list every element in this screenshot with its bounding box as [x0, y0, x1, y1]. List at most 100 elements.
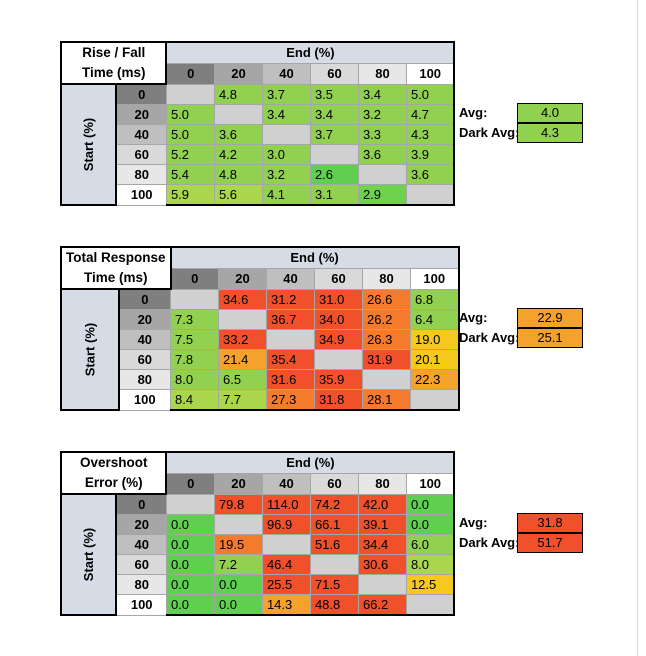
- column-header: 40: [261, 62, 311, 85]
- heatmap-cell: 3.3: [357, 124, 407, 145]
- end-axis-label: End (%): [169, 245, 460, 269]
- start-axis-text: Start (%): [82, 322, 98, 377]
- row-header: 0: [118, 288, 172, 310]
- column-header: 0: [170, 267, 220, 290]
- heatmap-cell: 5.0: [405, 83, 456, 105]
- heatmap-cell: 96.9: [261, 514, 311, 535]
- heatmap-cell: 3.4: [357, 83, 407, 105]
- heatmap-cell: 0.0: [165, 554, 215, 575]
- heatmap-cell-empty: [261, 124, 311, 145]
- heatmap-cell: 48.8: [309, 594, 359, 616]
- heatmap-cell: 51.6: [309, 534, 359, 555]
- table-row: 100 8.4 7.7 27.3 31.8 28.1: [61, 389, 460, 411]
- heatmap-cell: 5.6: [213, 184, 263, 206]
- table-row: 80 5.4 4.8 3.2 2.6 3.6: [61, 164, 456, 185]
- heatmap-cell: 31.9: [362, 349, 412, 370]
- row-header: 0: [115, 493, 167, 515]
- heatmap-cell-empty: [218, 309, 268, 330]
- table-row: Start (%) 0 34.6 31.2 31.0 26.6 6.8: [60, 288, 460, 411]
- table-row: 60 5.2 4.2 3.0 3.6 3.9: [61, 144, 456, 165]
- heatmap-cell: 22.3: [410, 369, 460, 390]
- heatmap-cell: 2.9: [357, 184, 407, 206]
- heatmap-cell: 0.0: [165, 594, 215, 616]
- heatmap-cell: 34.9: [314, 329, 364, 350]
- heatmap-cell: 6.0: [405, 534, 456, 555]
- heatmap-cell: 5.4: [165, 164, 215, 185]
- heatmap-cell: 21.4: [218, 349, 268, 370]
- row-header: 60: [118, 349, 172, 370]
- column-header: 80: [362, 267, 412, 290]
- heatmap-cell: 7.5: [170, 329, 220, 350]
- heatmap-cell-empty: [165, 83, 215, 105]
- heatmap-cell: 66.2: [357, 594, 407, 616]
- heatmap-cell: 31.2: [266, 288, 316, 310]
- heatmap-cell: 35.4: [266, 349, 316, 370]
- heatmap-cell: 4.3: [405, 124, 456, 145]
- heatmap-cell: 7.7: [218, 389, 268, 411]
- heatmap-cell: 34.4: [357, 534, 407, 555]
- column-header: 100: [405, 62, 456, 85]
- heatmap-cell: 0.0: [405, 493, 456, 515]
- heatmap-cell: 28.1: [362, 389, 412, 411]
- avg-label: Avg:: [459, 515, 488, 530]
- heatmap-table: Rise / Fall Time (ms) End (%) 0 20 40 60 80 100 S…: [59, 40, 456, 206]
- heatmap-cell: 4.1: [261, 184, 311, 206]
- heatmap-cell-empty: [170, 288, 220, 310]
- heatmap-cell: 3.4: [309, 104, 359, 125]
- table-row: 40 0.0 19.5 51.6 34.4 6.0: [61, 534, 456, 555]
- heatmap-cell: 3.2: [357, 104, 407, 125]
- table-row: 80 8.0 6.5 31.6 35.9 22.3: [61, 369, 460, 390]
- heatmap-table: Overshoot Error (%) End (%) 0 20 40 60 80 100 Sta…: [59, 450, 456, 616]
- start-axis-label: Start (%): [59, 83, 118, 206]
- heatmap-cell: 12.5: [405, 574, 456, 595]
- heatmap-cell: 5.2: [165, 144, 215, 165]
- table-row: 100 5.9 5.6 4.1 3.1 2.9: [61, 184, 456, 206]
- end-axis-label: End (%): [165, 450, 456, 474]
- table-corner-label: Rise / Fall Time (ms): [59, 41, 168, 85]
- table-row: Start (%) 0 79.8 114.0 74.2 42.0 0.0: [59, 493, 456, 616]
- heatmap-cell-empty: [213, 514, 263, 535]
- heatmap-cell: 3.4: [261, 104, 311, 125]
- heatmap-cell-empty: [309, 144, 359, 165]
- table-corner-label: Overshoot Error (%): [59, 451, 168, 495]
- heatmap-cell: 4.2: [213, 144, 263, 165]
- heatmap-cell: 4.7: [405, 104, 456, 125]
- heatmap-cell: 3.5: [309, 83, 359, 105]
- heatmap-cell: 20.1: [410, 349, 460, 370]
- heatmap-cell: 3.6: [405, 164, 456, 185]
- heatmap-cell: 35.9: [314, 369, 364, 390]
- row-header: 60: [115, 144, 167, 165]
- heatmap-cell: 8.0: [170, 369, 220, 390]
- heatmap-cell: 8.4: [170, 389, 220, 411]
- heatmap-cell-empty: [405, 184, 456, 206]
- heatmap-cell: 31.0: [314, 288, 364, 310]
- table-row: Start (%) 0 4.8 3.7 3.5 3.4 5.0: [59, 83, 456, 206]
- row-header: 80: [115, 164, 167, 185]
- heatmap-cell: 26.6: [362, 288, 412, 310]
- heatmap-cell: 0.0: [213, 594, 263, 616]
- heatmap-table: Total Response Time (ms) End (%) 0 20 40 60 80 1…: [60, 245, 460, 411]
- start-axis-label: Start (%): [60, 288, 120, 411]
- heatmap-cell: 31.8: [314, 389, 364, 411]
- heatmap-cell-empty: [357, 164, 407, 185]
- heatmap-cell: 66.1: [309, 514, 359, 535]
- row-header: 40: [115, 534, 167, 555]
- row-header: 80: [118, 369, 172, 390]
- column-header: 80: [357, 62, 407, 85]
- column-header: 0: [165, 62, 215, 85]
- heatmap-cell: 30.6: [357, 554, 407, 575]
- corner-line-2: Error (%): [84, 475, 143, 490]
- column-header: 20: [213, 472, 263, 495]
- heatmap-cell: 0.0: [165, 574, 215, 595]
- heatmap-cell: 34.0: [314, 309, 364, 330]
- heatmap-cell: 71.5: [309, 574, 359, 595]
- row-header: 80: [115, 574, 167, 595]
- heatmap-cell: 6.4: [410, 309, 460, 330]
- heatmap-cell: 42.0: [357, 493, 407, 515]
- corner-line-1: Overshoot: [79, 455, 148, 470]
- start-axis-text: Start (%): [81, 117, 97, 172]
- heatmap-cell: 0.0: [165, 514, 215, 535]
- corner-line-1: Rise / Fall: [82, 45, 146, 60]
- column-header: 20: [213, 62, 263, 85]
- heatmap-cell-empty: [213, 104, 263, 125]
